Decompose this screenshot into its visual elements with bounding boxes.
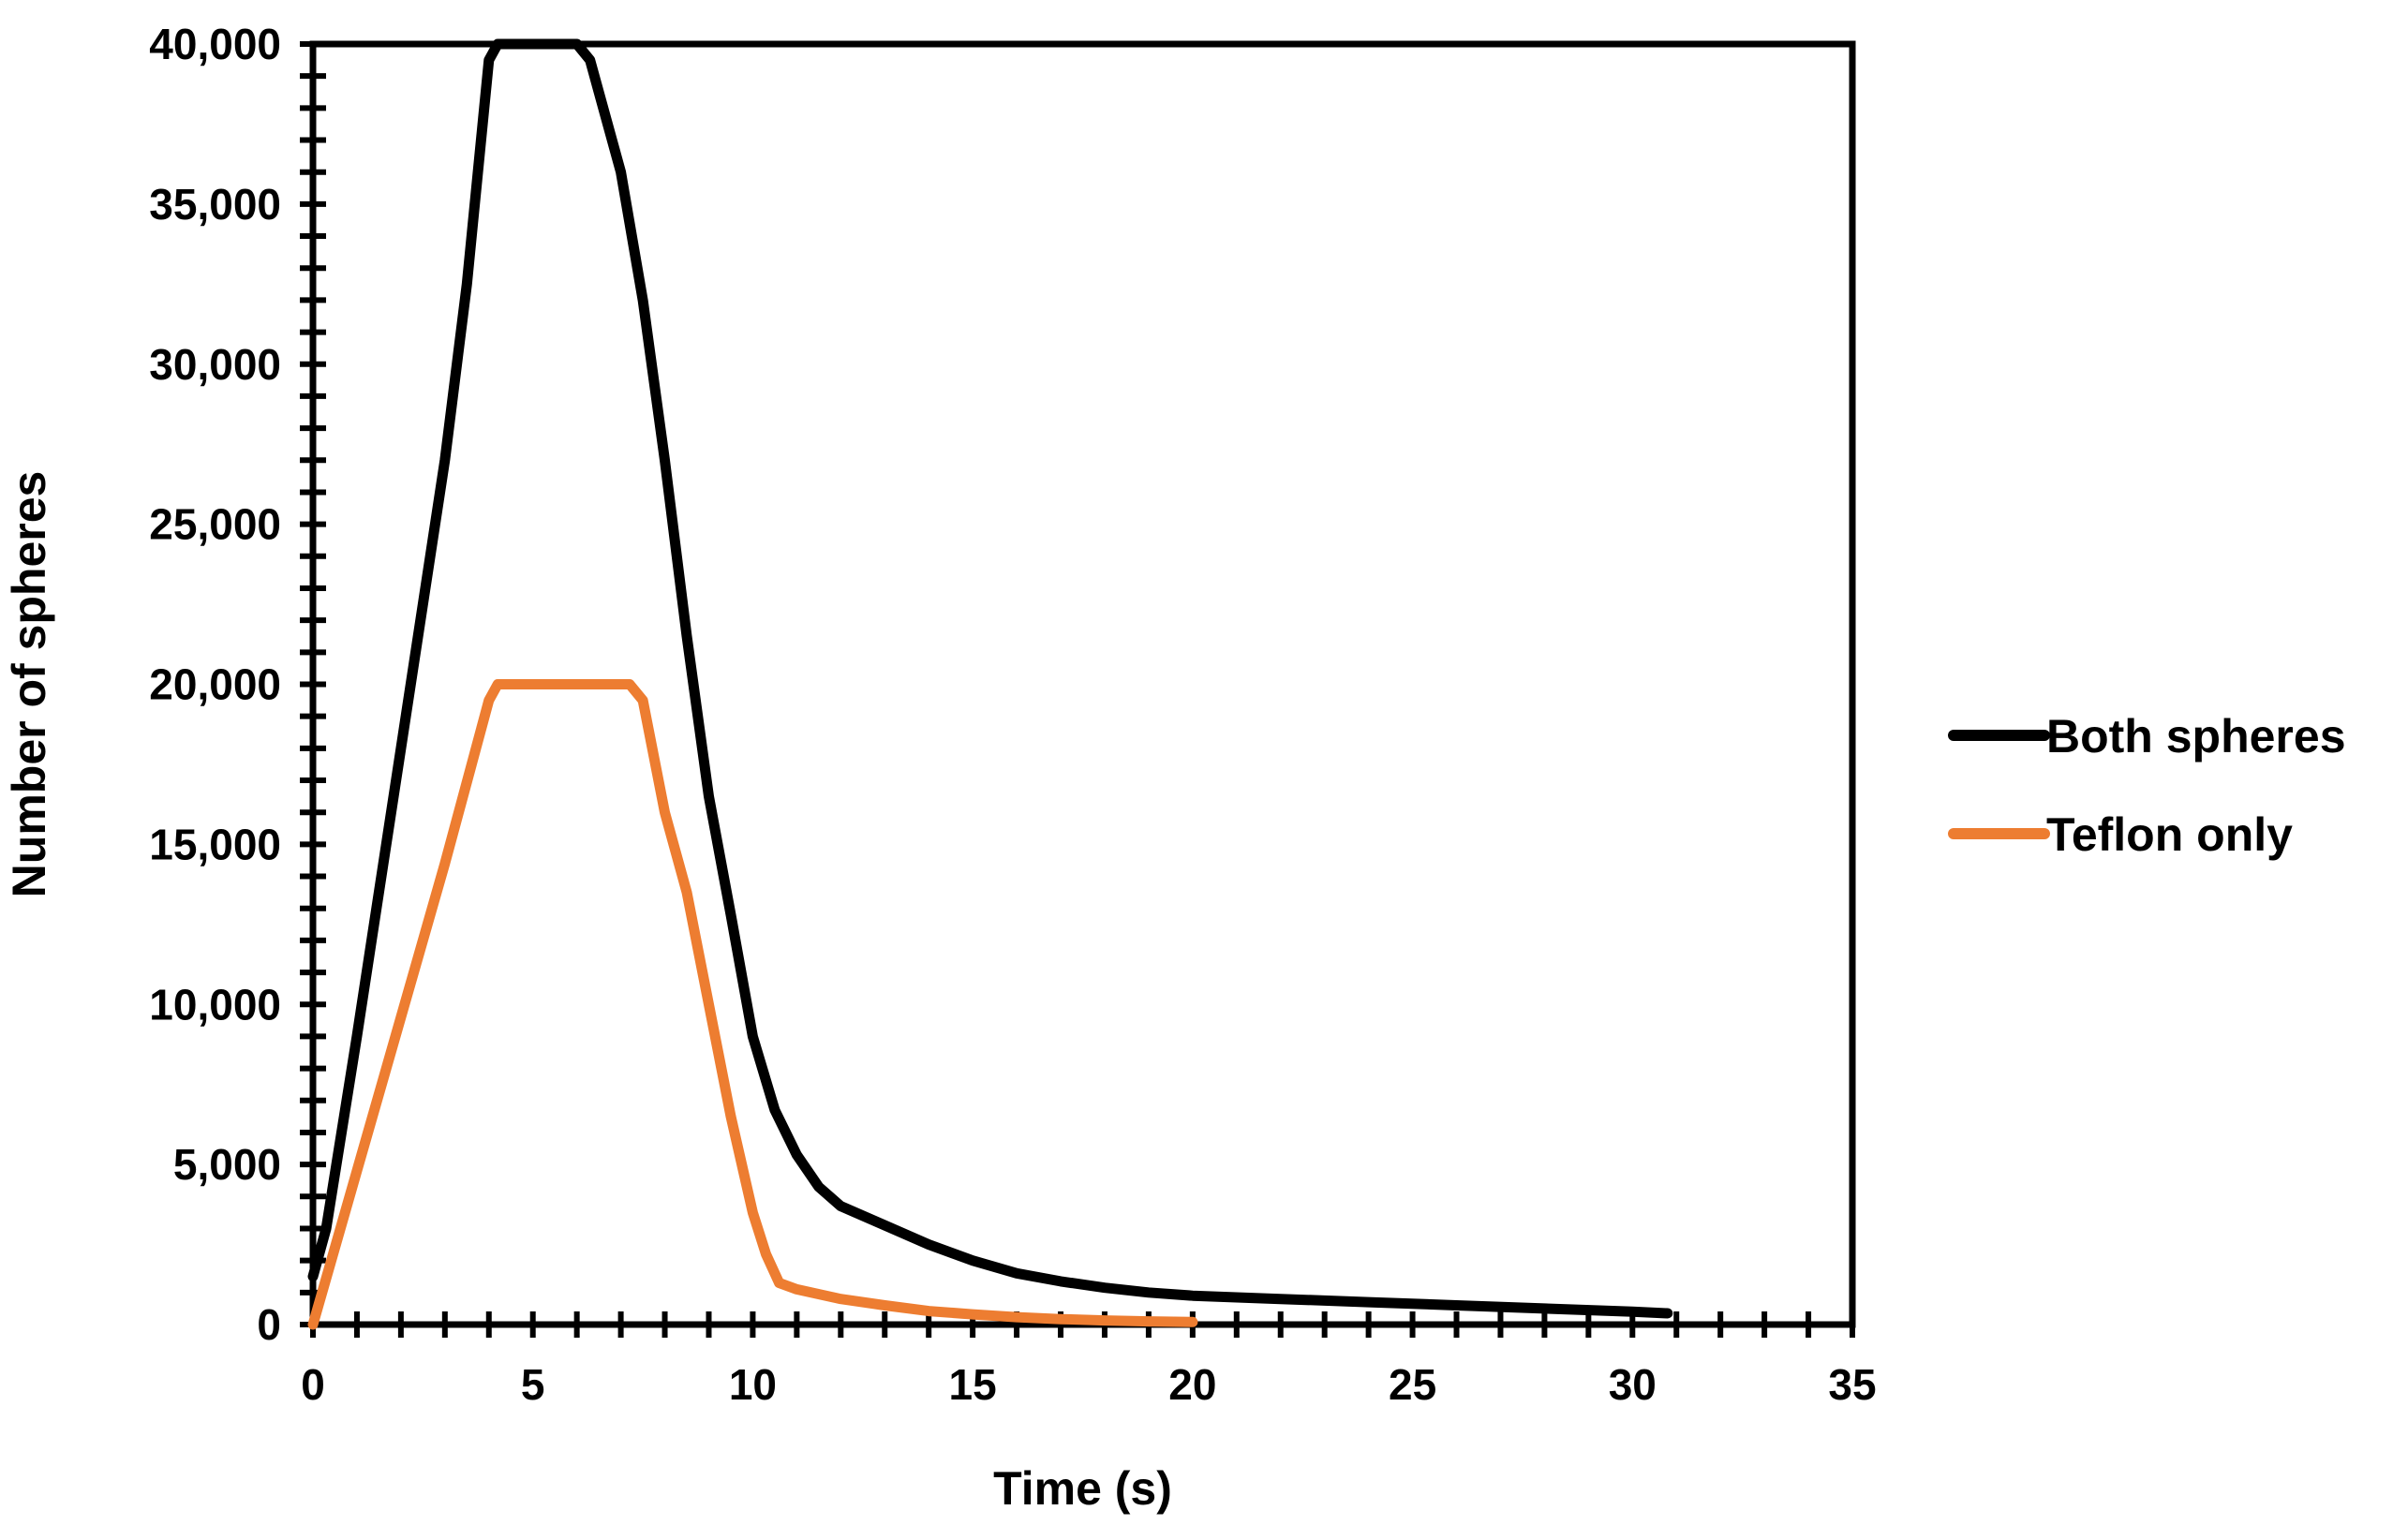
x-tick-label: 35 [1828, 1360, 1876, 1409]
x-tick-label: 20 [1168, 1360, 1216, 1409]
y-tick-labels: 0 5,000 10,000 15,000 20,000 25,000 30,000 35,0… [149, 20, 281, 1349]
y-tick-label: 25,000 [149, 500, 281, 549]
x-tick-label: 0 [301, 1360, 325, 1409]
y-tick-label: 5,000 [173, 1140, 281, 1189]
x-tick-label: 15 [949, 1360, 997, 1409]
y-tick-label: 20,000 [149, 660, 281, 709]
x-tick-label: 25 [1389, 1360, 1436, 1409]
x-tick-label: 5 [521, 1360, 545, 1409]
y-axis-title: Number of spheres [3, 471, 55, 898]
y-tick-label: 10,000 [149, 980, 281, 1029]
y-tick-label: 35,000 [149, 180, 281, 229]
legend-label-teflon-only: Teflon only [2046, 808, 2293, 861]
legend-label-both-spheres: Both spheres [2046, 710, 2346, 763]
series-line-teflon-only [307, 679, 1198, 1330]
y-tick-label: 40,000 [149, 20, 281, 68]
legend: Both spheres Teflon only [1948, 710, 2346, 861]
y-tick-label: 30,000 [149, 340, 281, 389]
x-axis-title: Time (s) [993, 1462, 1172, 1515]
series-lines [307, 38, 1673, 1330]
y-tick-label: 15,000 [149, 820, 281, 868]
series-line-both-spheres [307, 38, 1673, 1319]
x-tick-label: 10 [729, 1360, 777, 1409]
y-tick-label: 0 [257, 1300, 281, 1349]
x-tick-labels: 0 5 10 15 20 25 30 35 [301, 1360, 1876, 1409]
tick-marks [300, 41, 1855, 1338]
x-tick-label: 30 [1609, 1360, 1657, 1409]
